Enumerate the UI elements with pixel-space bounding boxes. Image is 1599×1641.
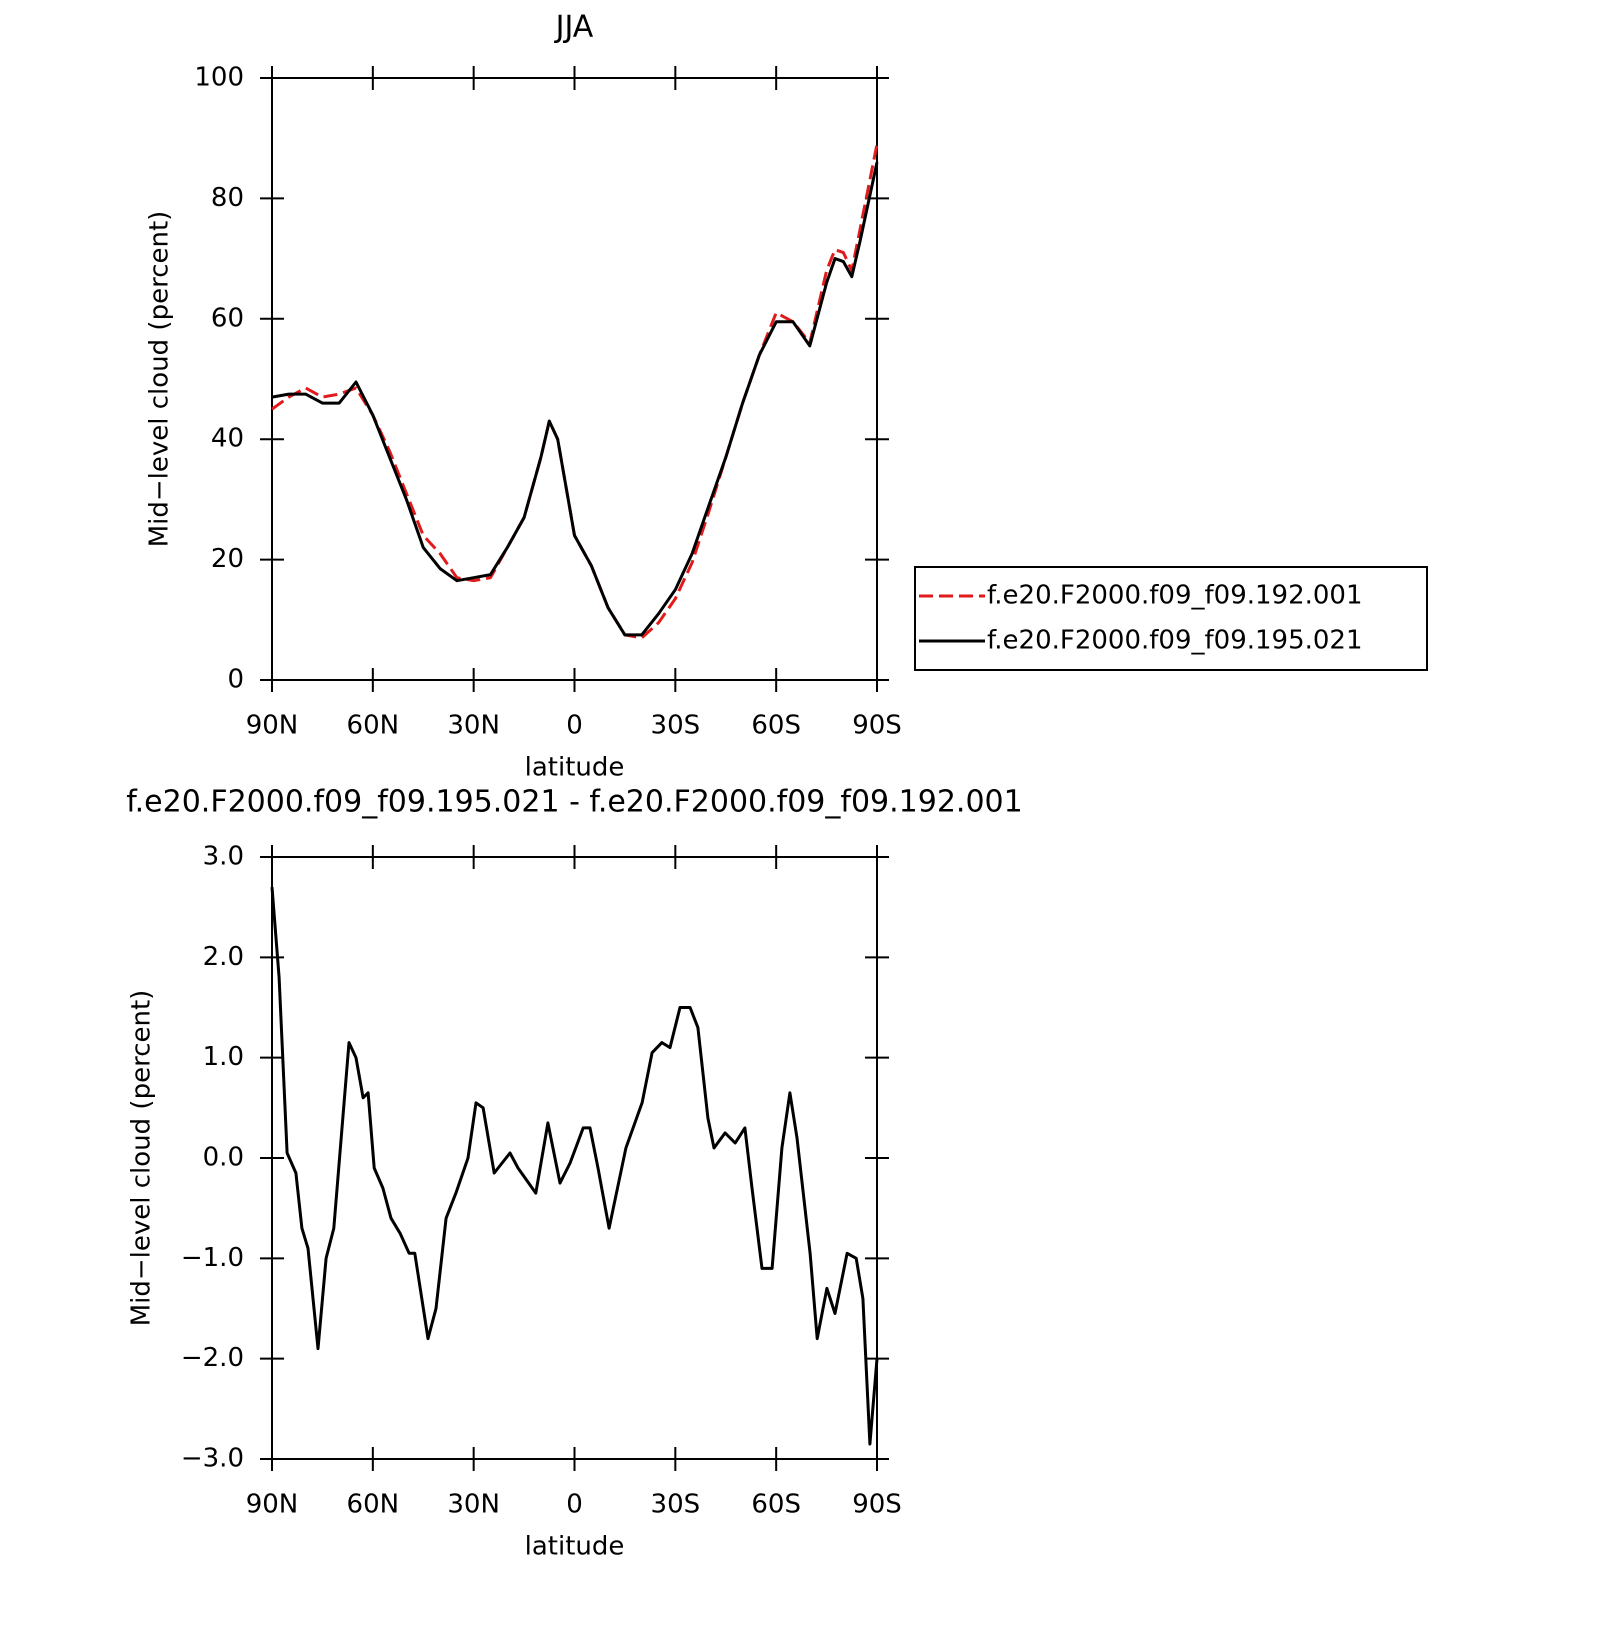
legend-box: [914, 566, 1428, 671]
y-tick-label: −3.0: [181, 1444, 244, 1474]
y-tick-label: −1.0: [181, 1243, 244, 1273]
data-line: [271, 143, 879, 640]
x-tick-label: 0: [566, 1490, 583, 1520]
x-tick-label: 60N: [347, 1490, 400, 1520]
y-tick-label: −2.0: [181, 1343, 244, 1373]
x-tick-label: 60S: [751, 1490, 801, 1520]
data-line: [271, 161, 879, 637]
y-tick-label: 80: [211, 183, 244, 213]
x-tick-label: 0: [566, 711, 583, 741]
legend-label: f.e20.F2000.f09_f09.195.021: [987, 626, 1363, 656]
x-tick-label: 60N: [347, 711, 400, 741]
y-tick-label: 1.0: [203, 1042, 244, 1072]
x-tick-label: 90N: [246, 1490, 299, 1520]
x-tick-label: 30S: [651, 711, 701, 741]
x-tick-label: 90S: [852, 1490, 902, 1520]
x-tick-label: 90S: [852, 711, 902, 741]
plot-frame: [271, 856, 878, 1460]
x-tick-label: 90N: [246, 711, 299, 741]
y-tick-label: 40: [211, 424, 244, 454]
x-axis-label: latitude: [525, 753, 625, 783]
x-axis-label: latitude: [525, 1532, 625, 1562]
y-axis-label: Mid−level cloud (percent): [127, 990, 157, 1327]
data-line: [270, 886, 879, 1446]
y-tick-label: 20: [211, 544, 244, 574]
x-tick-label: 30S: [651, 1490, 701, 1520]
y-axis-label: Mid−level cloud (percent): [145, 211, 175, 548]
y-tick-label: 0: [227, 665, 244, 695]
legend-label: f.e20.F2000.f09_f09.192.001: [987, 581, 1363, 611]
y-tick-label: 0.0: [203, 1143, 244, 1173]
chart-title: JJA: [554, 10, 594, 45]
x-tick-label: 30N: [447, 1490, 500, 1520]
y-tick-label: 60: [211, 303, 244, 333]
plot-frame: [271, 77, 878, 681]
y-tick-label: 2.0: [203, 942, 244, 972]
x-tick-label: 30N: [447, 711, 500, 741]
chart-title: f.e20.F2000.f09_f09.195.021 - f.e20.F200…: [126, 785, 1022, 820]
y-tick-label: 3.0: [203, 842, 244, 872]
y-tick-label: 100: [194, 63, 244, 93]
x-tick-label: 60S: [751, 711, 801, 741]
